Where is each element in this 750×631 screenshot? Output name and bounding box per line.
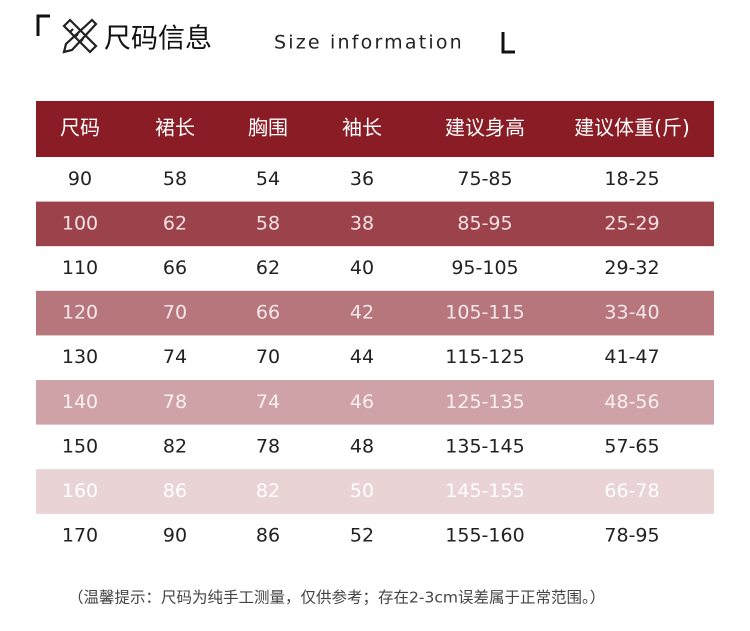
cell: 95-105 bbox=[451, 257, 518, 279]
cell: 78 bbox=[256, 435, 280, 457]
column-header: 建议身高 bbox=[445, 116, 525, 140]
cell: 38 bbox=[350, 212, 374, 234]
cell: 130 bbox=[62, 346, 98, 368]
cell: 150 bbox=[62, 435, 98, 457]
row-background bbox=[36, 469, 714, 514]
cell: 48-56 bbox=[604, 391, 659, 413]
cell: 66 bbox=[163, 257, 187, 279]
cell: 66 bbox=[256, 302, 280, 324]
cell: 75-85 bbox=[457, 168, 512, 190]
cell: 85-95 bbox=[457, 212, 512, 234]
cell: 78 bbox=[163, 391, 187, 413]
cell: 105-115 bbox=[445, 302, 524, 324]
cell: 29-32 bbox=[604, 257, 659, 279]
cell: 90 bbox=[68, 168, 92, 190]
cell: 36 bbox=[350, 168, 374, 190]
cell: 145-155 bbox=[445, 480, 524, 502]
cell: 74 bbox=[256, 391, 280, 413]
cell: 170 bbox=[62, 525, 98, 547]
cell: 160 bbox=[62, 480, 98, 502]
subtitle: Size information bbox=[274, 32, 464, 54]
cell: 82 bbox=[256, 480, 280, 502]
cell: 125-135 bbox=[445, 391, 524, 413]
header-row bbox=[36, 101, 714, 157]
cell: 18-25 bbox=[604, 168, 659, 190]
cell: 58 bbox=[163, 168, 187, 190]
ruler-icon bbox=[62, 18, 98, 54]
bracket-open bbox=[36, 14, 50, 36]
row-background bbox=[36, 380, 714, 425]
bracket-close bbox=[501, 32, 515, 54]
cell: 115-125 bbox=[445, 346, 524, 368]
title: 尺码信息 bbox=[104, 24, 212, 55]
cell: 66-78 bbox=[604, 480, 659, 502]
cell: 40 bbox=[350, 257, 374, 279]
footnote: （温馨提示：尺码为纯手工测量，仅供参考；存在2-3cm误差属于正常范围。） bbox=[68, 589, 605, 607]
cell: 86 bbox=[256, 525, 280, 547]
cell: 46 bbox=[350, 391, 374, 413]
cell: 90 bbox=[163, 525, 187, 547]
cell: 135-145 bbox=[445, 435, 524, 457]
size-table: 尺码 裙长 胸围 袖长 建议身高 建议体重(斤) 90 58 54 36 75-85 18-25 100… bbox=[36, 101, 714, 547]
cell: 78-95 bbox=[604, 525, 659, 547]
cell: 48 bbox=[350, 435, 374, 457]
cell: 25-29 bbox=[604, 212, 659, 234]
cell: 110 bbox=[62, 257, 98, 279]
cell: 52 bbox=[350, 525, 374, 547]
cell: 140 bbox=[62, 391, 98, 413]
cell: 44 bbox=[350, 346, 374, 368]
cell: 33-40 bbox=[604, 302, 659, 324]
column-header: 尺码 bbox=[60, 116, 100, 140]
cell: 62 bbox=[256, 257, 280, 279]
row-background bbox=[36, 201, 714, 247]
column-header: 建议体重(斤) bbox=[574, 116, 690, 140]
cell: 62 bbox=[163, 212, 187, 234]
cell: 57-65 bbox=[604, 435, 659, 457]
cell: 41-47 bbox=[604, 346, 659, 368]
column-header: 袖长 bbox=[342, 116, 382, 140]
column-header: 裙长 bbox=[155, 116, 195, 140]
cell: 42 bbox=[350, 302, 374, 324]
cell: 70 bbox=[163, 302, 187, 324]
column-header: 胸围 bbox=[248, 116, 288, 140]
cell: 70 bbox=[256, 346, 280, 368]
cell: 82 bbox=[163, 435, 187, 457]
row-background bbox=[36, 290, 714, 336]
cell: 58 bbox=[256, 212, 280, 234]
cell: 86 bbox=[163, 480, 187, 502]
cell: 50 bbox=[350, 480, 374, 502]
cell: 120 bbox=[62, 302, 98, 324]
cell: 100 bbox=[62, 212, 98, 234]
cell: 155-160 bbox=[445, 525, 524, 547]
cell: 74 bbox=[163, 346, 187, 368]
cell: 54 bbox=[256, 168, 280, 190]
